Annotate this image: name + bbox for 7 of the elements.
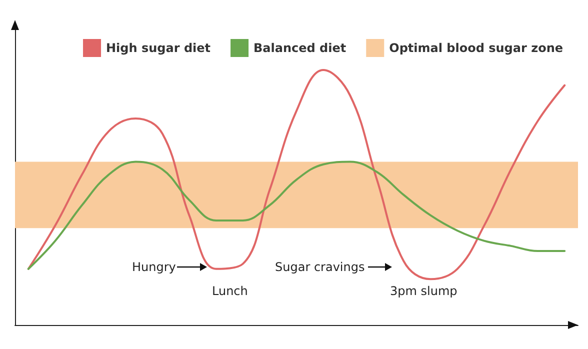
legend-label: Balanced diet: [254, 41, 346, 55]
annotation: 3pm slump: [390, 284, 458, 298]
annotation: Hungry: [132, 260, 176, 274]
annotation: Sugar cravings: [275, 260, 365, 274]
legend-label: Optimal blood sugar zone: [389, 41, 564, 55]
legend-label: High sugar diet: [106, 41, 211, 55]
annotation: Lunch: [212, 284, 248, 298]
